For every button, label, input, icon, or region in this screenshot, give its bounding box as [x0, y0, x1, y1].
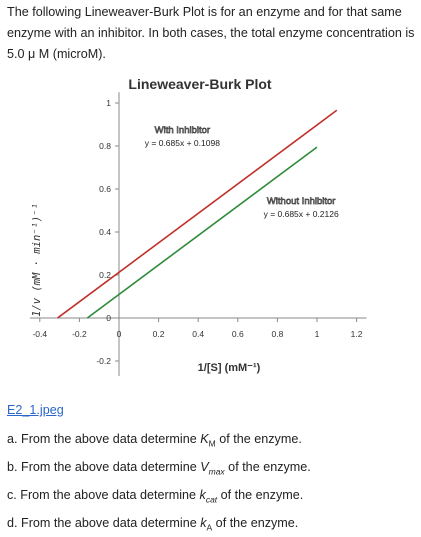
question-d: d. From the above data determine kA of t…: [7, 516, 299, 533]
y-tick-label: 1: [106, 98, 111, 108]
series-name-label-0: With Inhibitor: [155, 125, 210, 136]
series-line-1: [57, 109, 338, 319]
x-axis-title: 1/[S] (mM⁻¹): [198, 362, 261, 374]
y-tick-label: -0.2: [96, 356, 111, 366]
image-file-link[interactable]: E2_1.jpeg: [7, 403, 64, 417]
x-tick-label: -0.4: [32, 329, 47, 339]
y-axis-title: 1/v (mM · min⁻¹)⁻¹: [31, 203, 43, 317]
x-tick-label: -0.2: [72, 329, 87, 339]
x-tick-label: 0.8: [271, 329, 283, 339]
y-tick-label: 0.2: [99, 270, 111, 280]
x-tick-label: 0.2: [153, 329, 165, 339]
series-equation-label-0: y = 0.685x + 0.1098: [145, 138, 220, 148]
series-line-0: [86, 146, 318, 319]
chart-svg: Lineweaver-Burk Plot 1/v (mM · min⁻¹)⁻¹ …: [29, 76, 367, 377]
series-lines: [57, 109, 338, 319]
axes: -0.4 -0.2 0 0.2 0.4 0.6 0.8 1 1.2 -0.2 0 0.2 0.4 0.6 0…: [29, 92, 367, 377]
y-tick-label: 0.4: [99, 227, 111, 237]
x-tick-label: 0: [117, 329, 122, 339]
annotations: With Inhibitor y = 0.685x + 0.1098 Without…: [145, 125, 339, 219]
series-name-label-1: Without Inhibitor: [267, 196, 336, 207]
y-tick-label: 0: [106, 313, 111, 323]
x-tick-label: 0.6: [232, 329, 244, 339]
problem-intro: The following Lineweaver-Burk Plot is fo…: [7, 5, 415, 61]
question-c: c. From the above data determine kcat of…: [7, 488, 304, 505]
chart-title: Lineweaver-Burk Plot: [128, 76, 271, 92]
question-a: a. From the above data determine KM of t…: [7, 432, 302, 449]
series-equation-label-1: y = 0.685x + 0.2126: [264, 209, 339, 219]
question-b: b. From the above data determine Vmax of…: [7, 460, 311, 477]
x-tick-label: 1: [315, 329, 320, 339]
x-tick-label: 1.2: [351, 329, 363, 339]
y-tick-label: 0.8: [99, 141, 111, 151]
x-tick-label: 0.4: [192, 329, 204, 339]
lineweaver-burk-chart: Lineweaver-Burk Plot 1/v (mM · min⁻¹)⁻¹ …: [0, 70, 421, 392]
y-tick-label: 0.6: [99, 184, 111, 194]
